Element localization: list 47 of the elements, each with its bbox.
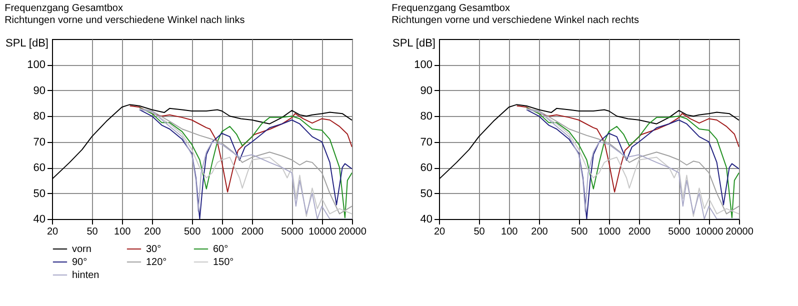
y-tick-label: 100 [27, 59, 46, 72]
y-tick-label: 40 [33, 214, 46, 226]
y-tick-label: 80 [33, 110, 46, 123]
x-tick-label: 20 [434, 226, 446, 238]
x-tick-label: 500 [570, 226, 588, 238]
x-tick-label: 20000 [338, 226, 367, 238]
x-tick-label: 200 [144, 226, 162, 238]
y-tick-label: 40 [420, 214, 432, 226]
y-tick-label: 80 [420, 110, 432, 123]
x-tick-label: 500 [184, 226, 202, 238]
legend-label: 30° [146, 244, 162, 255]
y-tick-label: 100 [414, 59, 432, 72]
x-tick-label: 100 [501, 226, 518, 238]
legend-label: vorn [72, 244, 92, 255]
x-tick-label: 5000 [668, 226, 691, 238]
chart-subtitle: Richtungen vorne und verschiedene Winkel nach rechts [392, 15, 639, 26]
legend-label: 60° [213, 244, 228, 255]
y-tick-label: 60 [420, 162, 432, 174]
x-tick-label: 10000 [308, 226, 337, 238]
legend-label: 90° [72, 257, 88, 268]
y-tick-label: 50 [420, 188, 432, 200]
chart-title: Frequenzgang Gesamtbox [392, 3, 510, 14]
x-tick-label: 20000 [726, 226, 754, 238]
x-tick-label: 5000 [281, 226, 304, 238]
x-tick-label: 2000 [241, 226, 264, 238]
x-tick-label: 10000 [695, 226, 724, 238]
y-axis-title: SPL [dB] [5, 38, 48, 50]
x-tick-label: 50 [86, 226, 98, 238]
x-tick-label: 200 [531, 226, 548, 238]
y-tick-label: 70 [33, 136, 46, 148]
y-tick-label: 70 [420, 136, 432, 148]
chart-title: Frequenzgang Gesamtbox [4, 3, 123, 14]
x-tick-label: 1000 [211, 226, 234, 238]
x-tick-label: 20 [46, 226, 58, 238]
x-tick-label: 50 [474, 226, 486, 238]
legend-label: hinten [72, 270, 100, 281]
x-tick-label: 2000 [628, 226, 652, 238]
chart-subtitle: Richtungen vorne und verschiedene Winkel nach links [4, 15, 245, 26]
y-tick-label: 60 [33, 162, 46, 174]
y-tick-label: 50 [33, 188, 46, 200]
legend-label: 150° [213, 257, 234, 268]
x-tick-label: 1000 [598, 226, 621, 238]
x-tick-label: 100 [114, 226, 132, 238]
y-tick-label: 90 [420, 84, 432, 97]
y-tick-label: 90 [33, 84, 46, 97]
y-axis-title: SPL [dB] [392, 38, 436, 50]
legend-label: 120° [146, 257, 167, 268]
